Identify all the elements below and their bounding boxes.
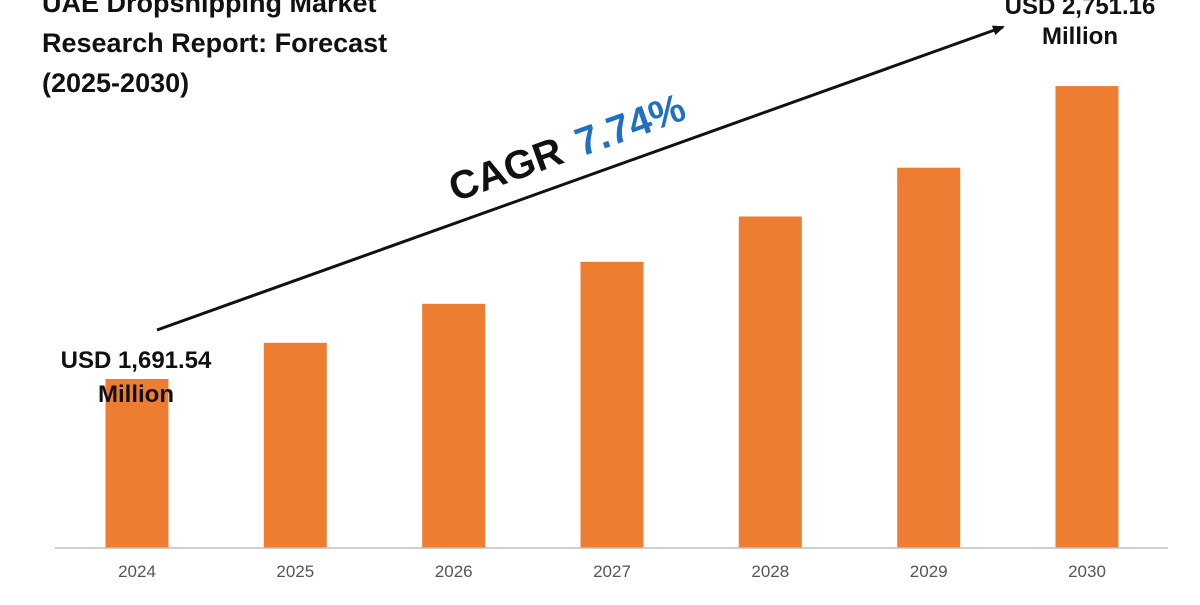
cagr-label: CAGR	[443, 129, 569, 210]
chart-title-line-1: UAE Dropshipping Market	[42, 0, 377, 18]
x-tick-label-2026: 2026	[435, 562, 473, 581]
bar-2025	[263, 342, 327, 548]
cagr-annotation: CAGR 7.74%	[443, 86, 691, 211]
chart-title-line-3: (2025-2030)	[42, 68, 189, 98]
trend-arrow	[156, 25, 1005, 332]
bar-2028	[738, 216, 802, 548]
x-tick-labels: 2024 2025 2026 2027 2028 2029 2030	[118, 562, 1106, 581]
start-value-annotation-line-2: Million	[98, 381, 174, 408]
bar-2024	[105, 379, 169, 548]
x-tick-label-2024: 2024	[118, 562, 156, 581]
end-value-annotation-line-2: Million	[1042, 23, 1118, 50]
bars-group	[105, 86, 1119, 548]
bar-2026	[422, 303, 486, 548]
x-tick-label-2030: 2030	[1068, 562, 1106, 581]
cagr-value: 7.74%	[570, 86, 692, 166]
x-tick-label-2025: 2025	[276, 562, 314, 581]
bar-2030	[1055, 86, 1119, 548]
start-value-annotation-line-1: USD 1,691.54	[61, 347, 212, 374]
bar-2027	[580, 261, 644, 548]
x-tick-label-2028: 2028	[751, 562, 789, 581]
x-tick-label-2029: 2029	[910, 562, 948, 581]
x-tick-label-2027: 2027	[593, 562, 631, 581]
chart-title-line-2: Research Report: Forecast	[42, 28, 387, 58]
end-value-annotation-line-1: USD 2,751.16	[1005, 0, 1156, 20]
bar-2029	[897, 167, 961, 548]
